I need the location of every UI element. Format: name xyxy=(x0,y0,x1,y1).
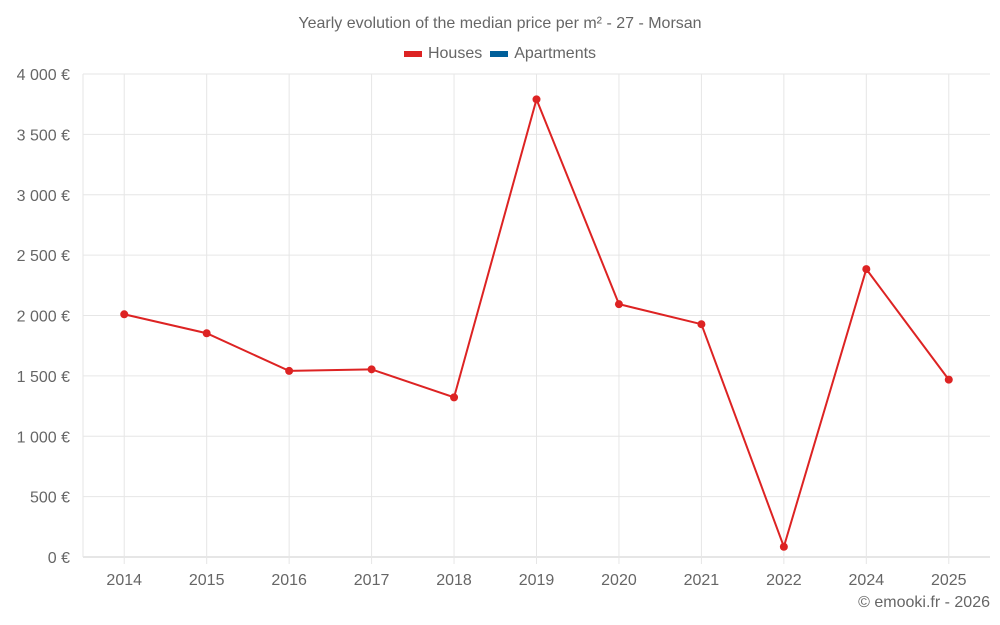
legend-item-houses[interactable]: Houses xyxy=(403,45,483,63)
y-tick-label: 3 500 € xyxy=(17,127,70,144)
x-tick-label: 2016 xyxy=(271,572,307,589)
x-tick-label: 2019 xyxy=(519,572,555,589)
legend: Houses Apartments xyxy=(0,45,1000,63)
legend-label-apartments: Apartments xyxy=(514,45,597,62)
x-tick-label: 2024 xyxy=(849,572,885,589)
y-tick-label: 3 000 € xyxy=(17,188,70,205)
x-tick-label: 2018 xyxy=(436,572,472,589)
data-point[interactable] xyxy=(120,310,129,319)
x-tick-label: 2021 xyxy=(684,572,720,589)
x-tick-label: 2025 xyxy=(931,572,967,589)
x-tick-label: 2014 xyxy=(106,572,142,589)
y-tick-label: 0 € xyxy=(48,550,70,567)
data-point[interactable] xyxy=(285,366,294,375)
data-point[interactable] xyxy=(202,329,211,338)
x-tick-label: 2017 xyxy=(354,572,390,589)
legend-item-apartments[interactable]: Apartments xyxy=(490,45,596,63)
x-tick-label: 2015 xyxy=(189,572,225,589)
y-tick-label: 1 500 € xyxy=(17,369,70,386)
data-point[interactable] xyxy=(697,320,706,329)
data-point[interactable] xyxy=(862,265,871,274)
y-tick-label: 500 € xyxy=(30,490,70,507)
apartments-swatch-icon xyxy=(490,51,509,57)
data-point[interactable] xyxy=(450,393,459,402)
y-tick-label: 2 000 € xyxy=(17,309,70,326)
y-tick-label: 4 000 € xyxy=(17,67,70,84)
y-tick-label: 2 500 € xyxy=(17,248,70,265)
data-point[interactable] xyxy=(532,95,541,104)
data-point[interactable] xyxy=(779,542,788,551)
credit-text: © emooki.fr - 2026 xyxy=(858,594,990,611)
houses-swatch-icon xyxy=(403,51,422,57)
y-tick-label: 1 000 € xyxy=(17,429,70,446)
legend-label-houses: Houses xyxy=(427,45,483,62)
data-point[interactable] xyxy=(614,300,623,309)
x-tick-label: 2020 xyxy=(601,572,637,589)
chart-title: Yearly evolution of the median price per… xyxy=(298,15,702,32)
x-tick-label: 2022 xyxy=(766,572,802,589)
data-point[interactable] xyxy=(367,365,376,374)
data-point[interactable] xyxy=(944,375,953,384)
